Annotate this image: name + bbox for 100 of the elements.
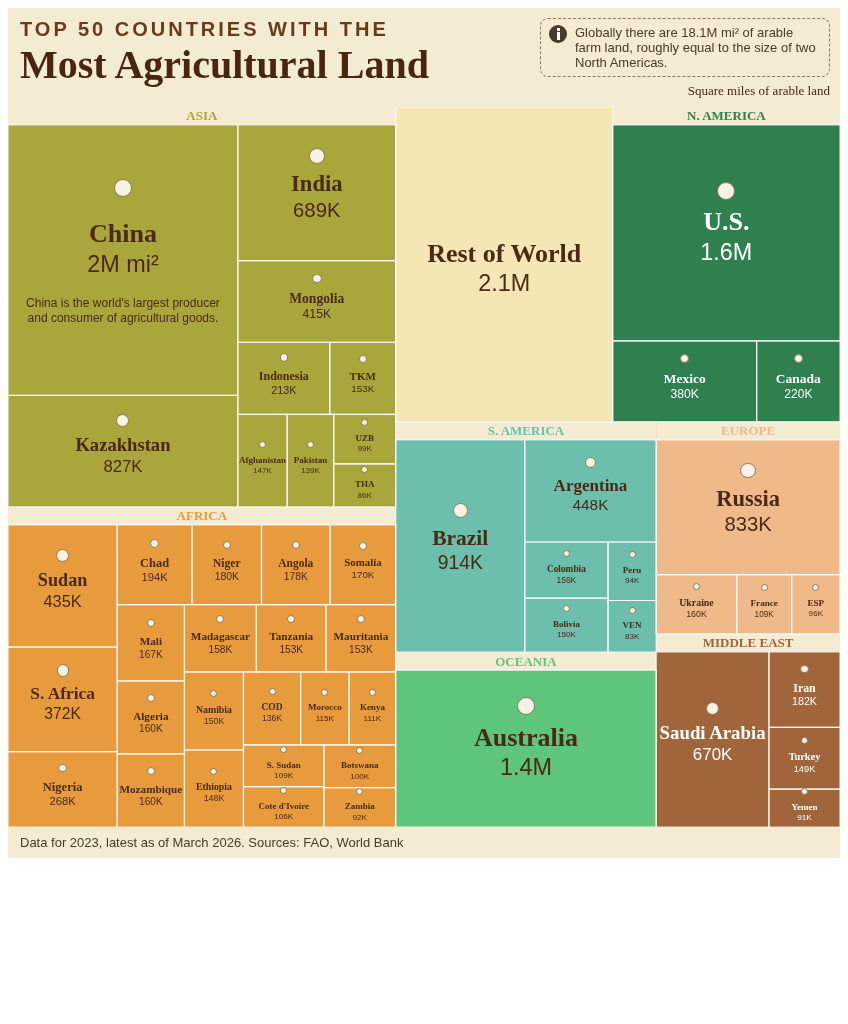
- category-label: Somalia: [344, 556, 383, 569]
- data-label: 94K: [624, 576, 640, 586]
- category-label: Angola: [278, 556, 314, 570]
- text: Square miles of arable land: [686, 83, 830, 99]
- category-label: Russia: [716, 485, 780, 511]
- text: TOP 50 COUNTRIES WITH THE: [20, 18, 390, 41]
- category-label: Peru: [622, 565, 642, 576]
- data-label: 268K: [49, 795, 77, 808]
- data-label: 2.1M: [478, 270, 531, 297]
- category-label: S. Africa: [30, 683, 96, 704]
- data-label: 180K: [214, 571, 239, 582]
- data-label: 115K: [315, 713, 335, 723]
- text: Data for 2023, latest as of March 2026. Sources: FAO, World Bank: [19, 834, 405, 852]
- category-label: Botswana: [341, 760, 380, 771]
- category-label: Australia: [473, 722, 578, 752]
- category-label: Kazakhstan: [75, 433, 172, 455]
- category-label: Algeria: [133, 709, 169, 722]
- data-label: 147K: [253, 465, 273, 475]
- category-label: Mexico: [663, 370, 706, 386]
- data-label: 92K: [352, 812, 368, 822]
- data-label: 158K: [208, 644, 233, 656]
- category-label: COD: [261, 702, 283, 713]
- series-label: AFRICA: [176, 508, 228, 524]
- data-label: 150K: [203, 715, 225, 726]
- data-label: 153K: [279, 644, 304, 656]
- category-label: India: [291, 171, 343, 197]
- data-label: 372K: [44, 705, 82, 723]
- data-label: 167K: [139, 648, 163, 660]
- text: Globally there are 18.1M mi² of arable farm land, roughly equal to the size of two North Americas.: [575, 25, 817, 70]
- category-label: UZB: [355, 433, 374, 444]
- category-label: ESP: [807, 598, 825, 609]
- data-label: 2M mi²: [87, 250, 159, 277]
- data-label: 136K: [262, 713, 283, 724]
- category-label: Brazil: [432, 525, 489, 550]
- category-label: Mauritania: [333, 630, 389, 643]
- category-label: Morocco: [307, 702, 343, 713]
- data-label: 213K: [271, 383, 298, 396]
- series-label: OCEANIA: [495, 653, 558, 669]
- category-label: Mali: [139, 634, 163, 647]
- category-label: Yemen: [791, 802, 818, 813]
- data-label: 99K: [357, 444, 373, 454]
- text: Most Agricultural Land: [20, 41, 429, 88]
- data-label: 833K: [724, 513, 773, 536]
- category-label: Madagascar: [190, 630, 251, 643]
- category-label: Canada: [775, 370, 822, 386]
- category-label: Pakistan: [293, 454, 328, 465]
- category-label: Iran: [793, 680, 817, 695]
- category-label: Niger: [212, 556, 241, 570]
- category-label: Sudan: [37, 569, 88, 590]
- category-label: Ukraine: [679, 596, 715, 608]
- category-label: Ethiopia: [195, 781, 233, 793]
- data-label: 96K: [808, 609, 824, 619]
- category-label: Bolivia: [552, 619, 581, 630]
- data-label: 83K: [624, 631, 640, 641]
- category-label: TKM: [349, 369, 377, 382]
- text: China is the world's largest producer and consumer of agricultural goods.: [26, 296, 220, 326]
- category-label: Chad: [140, 555, 170, 570]
- category-label: VEN: [622, 620, 643, 631]
- series-label: N. AMERICA: [686, 108, 767, 124]
- category-label: Colombia: [546, 563, 587, 574]
- data-label: 448K: [572, 496, 610, 514]
- data-label: 178K: [283, 570, 308, 582]
- category-label: Turkey: [788, 750, 822, 762]
- data-label: 670K: [692, 745, 734, 765]
- data-label: 139K: [300, 465, 321, 475]
- category-label: Indonesia: [258, 369, 309, 384]
- data-label: 220K: [784, 387, 813, 402]
- data-label: 109K: [754, 609, 775, 619]
- category-label: Afghanistan: [239, 454, 287, 465]
- data-label: 1.4M: [499, 754, 552, 781]
- data-label: 914K: [437, 551, 483, 574]
- data-label: 689K: [293, 198, 341, 221]
- data-label: 149K: [793, 763, 817, 774]
- series-label: MIDDLE EAST: [702, 635, 794, 651]
- category-label: Tanzania: [269, 630, 314, 643]
- data-label: 111K: [363, 713, 382, 723]
- series-label: S. AMERICA: [487, 423, 565, 439]
- data-label: 153K: [349, 644, 373, 656]
- category-label: Kenya: [359, 702, 386, 713]
- data-label: 160K: [139, 723, 163, 735]
- data-label: 1.6M: [700, 238, 753, 265]
- data-label: 415K: [302, 307, 332, 322]
- category-label: France: [750, 598, 778, 609]
- series-label: EUROPE: [721, 423, 776, 439]
- category-label: THA: [354, 479, 375, 490]
- data-label: 91K: [797, 813, 813, 823]
- category-label: Namibia: [195, 703, 233, 715]
- category-label: Nigeria: [42, 780, 84, 795]
- series-label: ASIA: [186, 108, 218, 124]
- category-label: Argentina: [553, 476, 628, 496]
- category-label: U.S.: [703, 207, 750, 237]
- data-label: 182K: [792, 695, 817, 708]
- category-label: Rest of World: [427, 238, 582, 268]
- data-label: 160K: [686, 609, 707, 620]
- data-label: 194K: [141, 570, 169, 583]
- data-label: 380K: [670, 387, 699, 402]
- category-label: Cote d'Ivoire: [258, 800, 309, 811]
- category-label: Saudi Arabia: [659, 721, 767, 743]
- data-label: 160K: [139, 796, 163, 808]
- category-label: China: [88, 219, 157, 249]
